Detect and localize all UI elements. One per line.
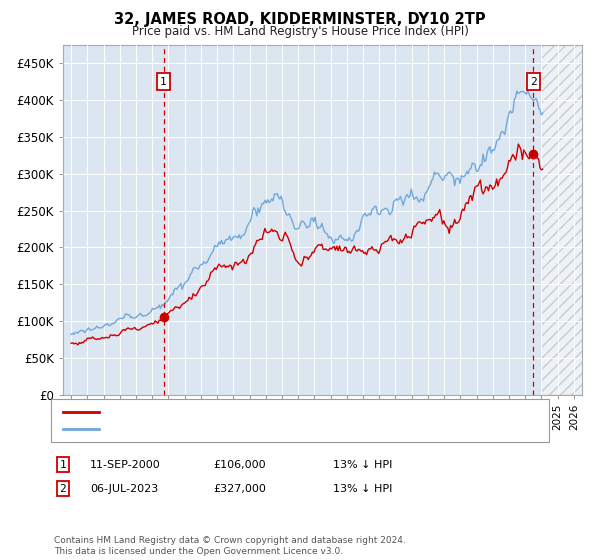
Text: 06-JUL-2023: 06-JUL-2023 [90, 484, 158, 494]
Text: 13% ↓ HPI: 13% ↓ HPI [333, 460, 392, 470]
Text: £327,000: £327,000 [213, 484, 266, 494]
Text: 1: 1 [59, 460, 67, 470]
Text: 32, JAMES ROAD, KIDDERMINSTER, DY10 2TP (detached house): 32, JAMES ROAD, KIDDERMINSTER, DY10 2TP … [105, 407, 433, 417]
Text: 13% ↓ HPI: 13% ↓ HPI [333, 484, 392, 494]
Text: Contains HM Land Registry data © Crown copyright and database right 2024.
This d: Contains HM Land Registry data © Crown c… [54, 536, 406, 556]
Text: 2: 2 [530, 77, 537, 87]
Text: 32, JAMES ROAD, KIDDERMINSTER, DY10 2TP: 32, JAMES ROAD, KIDDERMINSTER, DY10 2TP [114, 12, 486, 27]
Text: £106,000: £106,000 [213, 460, 266, 470]
Text: 1: 1 [160, 77, 167, 87]
Text: Price paid vs. HM Land Registry's House Price Index (HPI): Price paid vs. HM Land Registry's House … [131, 25, 469, 38]
Bar [541, 45, 590, 395]
Bar [541, 45, 590, 395]
Text: 2: 2 [59, 484, 67, 494]
Text: HPI: Average price, detached house, Wyre Forest: HPI: Average price, detached house, Wyre… [105, 424, 360, 434]
Text: 11-SEP-2000: 11-SEP-2000 [90, 460, 161, 470]
